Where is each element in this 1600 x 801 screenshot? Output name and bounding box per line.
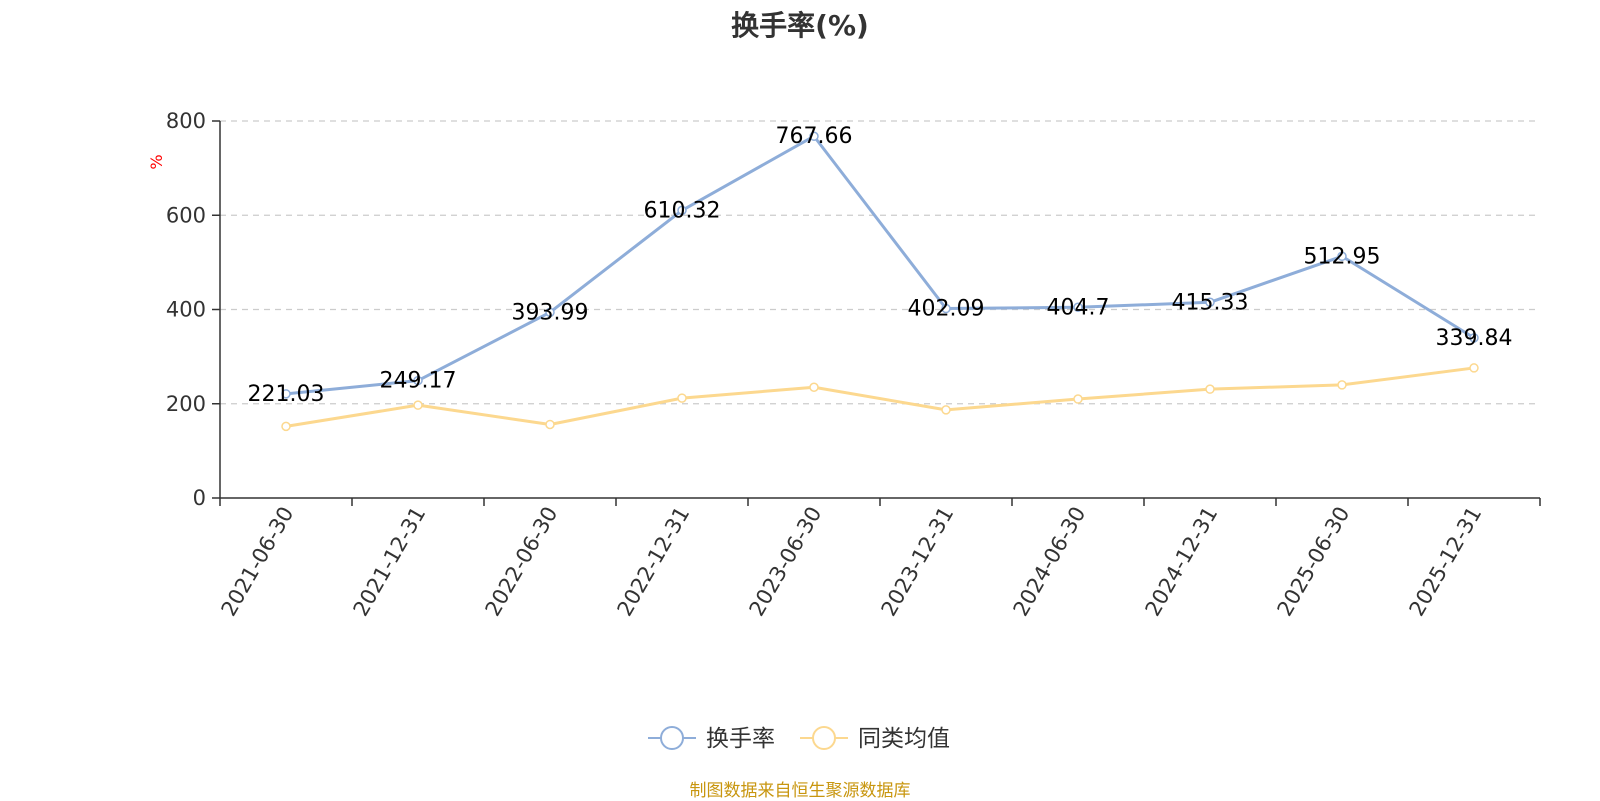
data-point-2[interactable] [1469, 363, 1479, 373]
data-labels: 221.03 249.17 393.99 610.32 767.66 402.09 404.… [248, 124, 1513, 407]
chart-title: 换手率(%) [731, 9, 869, 42]
x-tick-label: 2022-12-31 [613, 503, 695, 621]
data-point-2[interactable] [677, 393, 687, 403]
x-tick-label: 2024-06-30 [1009, 503, 1091, 621]
x-tick-label: 2024-12-31 [1141, 503, 1223, 621]
legend-label: 同类均值 [858, 726, 950, 752]
source-note: 制图数据来自恒生聚源数据库 [689, 781, 911, 801]
data-label: 393.99 [512, 300, 589, 325]
data-point-1[interactable] [281, 389, 291, 399]
data-point-1[interactable] [1073, 302, 1083, 313]
data-label: 404.7 [1047, 295, 1110, 320]
legend-marker-circle [660, 726, 684, 750]
data-point-2[interactable] [1073, 394, 1083, 404]
data-label: 249.17 [380, 369, 457, 394]
x-tick-label: 2023-06-30 [745, 503, 827, 621]
data-point-2[interactable] [941, 405, 951, 415]
legend-item-2[interactable]: 同类均值 [800, 726, 950, 752]
x-tick-label: 2021-12-31 [349, 503, 431, 621]
data-point-2[interactable] [809, 382, 819, 393]
y-tick-label: 200 [166, 392, 206, 416]
data-point-1[interactable] [545, 307, 555, 318]
y-tick-label: 800 [166, 109, 206, 133]
data-label: 402.09 [908, 297, 985, 322]
data-point-2[interactable] [413, 400, 423, 410]
y-tick-label: 0 [193, 486, 206, 510]
data-point-1[interactable] [1337, 251, 1347, 262]
series [281, 131, 1479, 432]
data-point-1[interactable] [1205, 297, 1215, 308]
data-point-2[interactable] [545, 419, 555, 430]
y-axis-label: % [147, 154, 166, 169]
data-label: 610.32 [644, 198, 721, 223]
x-tick-label: 2022-06-30 [481, 503, 563, 621]
data-point-2[interactable] [1337, 380, 1347, 390]
data-point-1[interactable] [941, 303, 951, 314]
x-tick-label: 2021-06-30 [217, 503, 299, 621]
legend[interactable]: 换手率 同类均值 [648, 726, 950, 752]
x-tick-label: 2025-06-30 [1273, 503, 1355, 621]
legend-item-1[interactable]: 换手率 [648, 726, 775, 752]
data-point-1[interactable] [413, 375, 423, 386]
data-label: 512.95 [1304, 244, 1381, 269]
axes: 0 200 400 600 800% 2021-06-30 2021-12-31 2022-0… [147, 109, 1541, 621]
data-point-2[interactable] [1205, 384, 1215, 394]
data-label: 221.03 [248, 382, 325, 407]
legend-marker-circle [812, 726, 836, 750]
y-tick-label: 400 [166, 298, 206, 322]
data-point-1[interactable] [677, 205, 687, 216]
x-tick-label: 2025-12-31 [1405, 503, 1487, 621]
data-point-1[interactable] [809, 131, 819, 141]
series-line-1 [285, 134, 1475, 396]
data-label: 339.84 [1436, 326, 1513, 351]
data-point-1[interactable] [1469, 333, 1479, 343]
data-point-2[interactable] [281, 421, 291, 432]
grid-lines [220, 120, 1540, 405]
legend-label: 换手率 [706, 726, 775, 752]
data-label: 767.66 [776, 124, 853, 149]
x-tick-label: 2023-12-31 [877, 503, 959, 621]
series-line-2 [285, 366, 1475, 428]
y-tick-label: 600 [166, 203, 206, 227]
data-label: 415.33 [1172, 290, 1249, 315]
